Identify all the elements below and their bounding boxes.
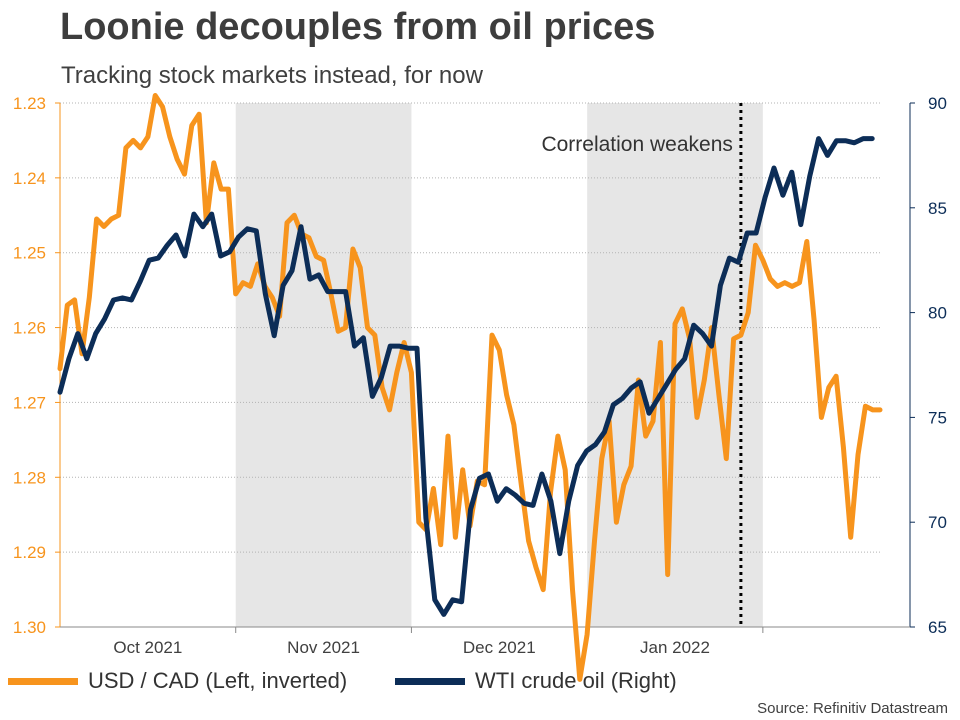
series-line-wti bbox=[57, 136, 875, 617]
x-tick-label-3: Jan 2022 bbox=[640, 638, 710, 657]
right-axis-ticks: 65 70 75 80 85 90 bbox=[910, 94, 947, 637]
legend-swatch-wti bbox=[395, 677, 465, 685]
chart-subtitle: Tracking stock markets instead, for now bbox=[61, 62, 483, 89]
right-tick-label-0: 65 bbox=[928, 618, 947, 637]
x-axis-ticks: Oct 2021 Nov 2021 Dec 2021 Jan 2022 bbox=[113, 627, 764, 657]
legend-label-wti: WTI crude oil (Right) bbox=[475, 668, 677, 693]
legend-label-usdcad: USD / CAD (Left, inverted) bbox=[88, 668, 348, 693]
x-tick-label-2: Dec 2021 bbox=[463, 638, 536, 657]
x-tick-label-1: Nov 2021 bbox=[287, 638, 360, 657]
left-tick-label-5: 1.28 bbox=[13, 468, 46, 487]
axes bbox=[59, 103, 911, 628]
source-note: Source: Refinitiv Datastream bbox=[757, 700, 948, 717]
x-tick-label-0: Oct 2021 bbox=[113, 638, 182, 657]
annotation-label: Correlation weakens bbox=[541, 133, 732, 156]
left-tick-label-3: 1.26 bbox=[13, 319, 46, 338]
legend-item-usdcad: USD / CAD (Left, inverted) bbox=[8, 666, 347, 696]
legend-item-wti: WTI crude oil (Right) bbox=[395, 666, 677, 696]
left-tick-label-0: 1.23 bbox=[13, 94, 46, 113]
left-tick-label-6: 1.29 bbox=[13, 543, 46, 562]
left-tick-label-4: 1.27 bbox=[13, 393, 46, 412]
left-tick-label-1: 1.24 bbox=[13, 169, 46, 188]
right-tick-label-4: 85 bbox=[928, 199, 947, 218]
chart-title: Loonie decouples from oil prices bbox=[60, 6, 656, 48]
right-tick-label-5: 90 bbox=[928, 94, 947, 113]
left-tick-label-2: 1.25 bbox=[13, 244, 46, 263]
legend-swatch-usdcad bbox=[8, 677, 78, 685]
left-tick-label-7: 1.30 bbox=[13, 618, 46, 637]
right-tick-label-3: 80 bbox=[928, 304, 947, 323]
shaded-band-0 bbox=[235, 103, 412, 627]
right-tick-label-1: 70 bbox=[928, 513, 947, 532]
right-tick-label-2: 75 bbox=[928, 408, 947, 427]
left-axis-ticks: 1.23 1.24 1.25 1.26 1.27 1.28 1.29 1.30 bbox=[13, 94, 60, 637]
